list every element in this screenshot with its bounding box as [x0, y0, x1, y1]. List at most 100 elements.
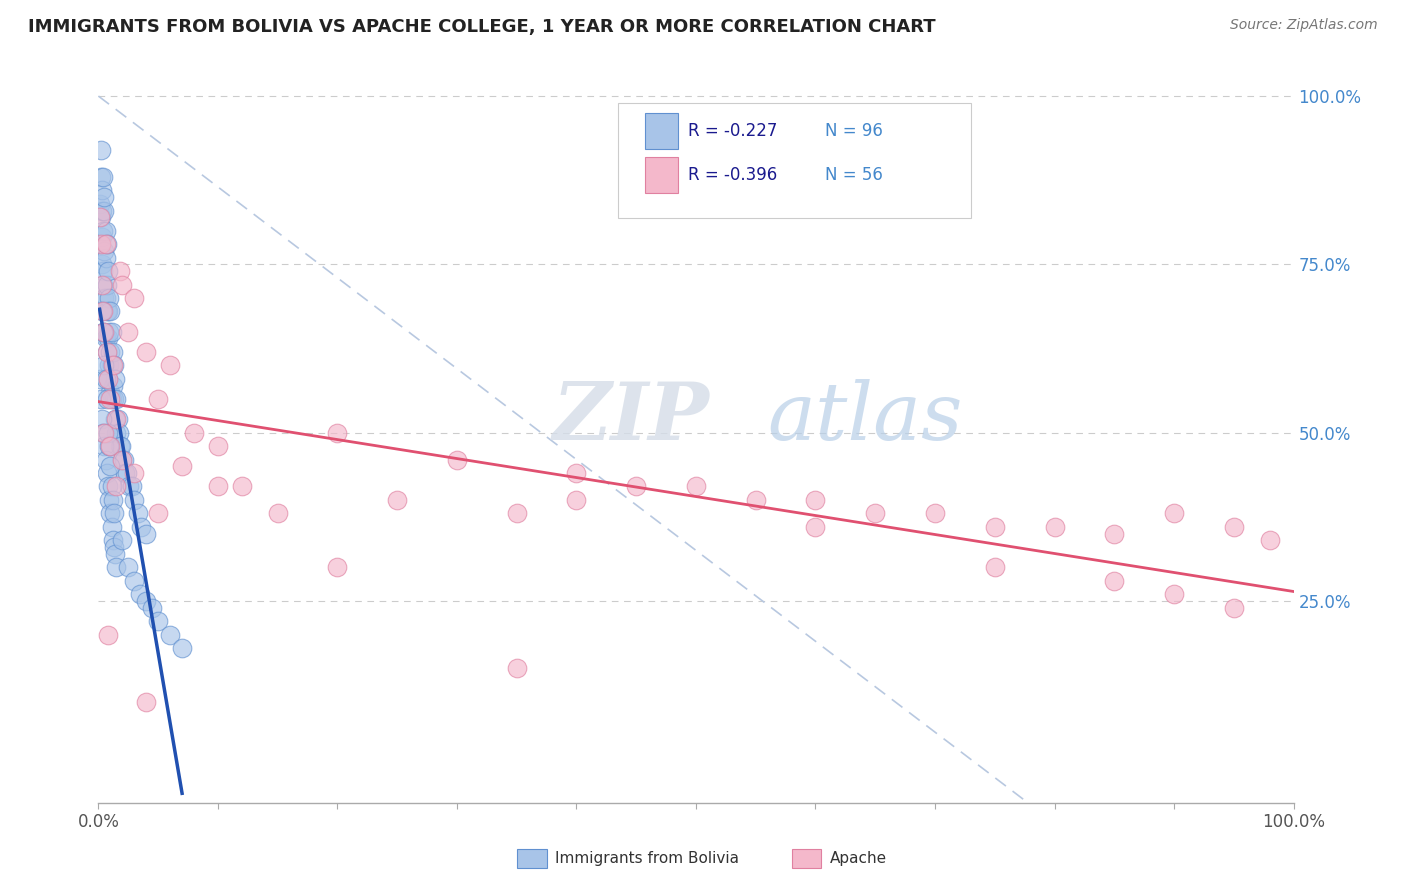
Point	[93, 190, 115, 204]
Point	[129, 587, 152, 601]
Point	[90, 237, 112, 252]
Point	[91, 264, 114, 278]
Point	[101, 378, 124, 392]
Point	[91, 325, 114, 339]
Point	[89, 372, 111, 386]
Point	[98, 359, 121, 373]
Point	[135, 526, 157, 541]
Point	[96, 344, 118, 359]
Point	[93, 359, 115, 373]
Text: ZIP: ZIP	[553, 379, 710, 457]
Point	[98, 507, 122, 521]
Point	[804, 492, 827, 507]
Point	[124, 492, 146, 507]
Point	[100, 520, 122, 534]
Text: atlas: atlas	[768, 379, 963, 457]
Point	[97, 331, 120, 345]
Point	[183, 425, 205, 440]
Point	[103, 392, 125, 406]
Point	[104, 547, 127, 561]
Point	[1043, 520, 1066, 534]
Point	[127, 507, 149, 521]
Point	[94, 251, 117, 265]
FancyBboxPatch shape	[619, 103, 972, 218]
Point	[91, 304, 114, 318]
Point	[94, 291, 117, 305]
Point	[107, 425, 129, 440]
Point	[96, 466, 118, 480]
Point	[103, 540, 125, 554]
Point	[98, 459, 122, 474]
Text: Apache: Apache	[830, 851, 887, 866]
Point	[1258, 533, 1281, 548]
Point	[91, 277, 114, 292]
Point	[1163, 507, 1185, 521]
Point	[1163, 587, 1185, 601]
Point	[114, 466, 136, 480]
Point	[1223, 520, 1246, 534]
Point	[93, 325, 115, 339]
Point	[93, 439, 115, 453]
Point	[172, 640, 194, 655]
Point	[745, 492, 768, 507]
Point	[90, 392, 112, 406]
Point	[111, 452, 134, 467]
Point	[91, 224, 114, 238]
Point	[91, 425, 114, 440]
Point	[91, 277, 114, 292]
Point	[89, 196, 111, 211]
Point	[104, 372, 127, 386]
Point	[91, 257, 114, 271]
Point	[91, 412, 114, 426]
Point	[96, 237, 118, 252]
Point	[98, 392, 122, 406]
Point	[121, 479, 143, 493]
Point	[93, 325, 115, 339]
Point	[94, 452, 117, 467]
Point	[565, 492, 588, 507]
Point	[101, 344, 124, 359]
Point	[98, 385, 122, 400]
Point	[91, 169, 114, 184]
Point	[685, 479, 707, 493]
Point	[131, 520, 153, 534]
Point	[100, 392, 122, 406]
Text: N = 56: N = 56	[825, 166, 883, 184]
Point	[326, 560, 349, 574]
Point	[96, 304, 118, 318]
Point	[326, 425, 349, 440]
Point	[89, 237, 111, 252]
Point	[148, 614, 170, 628]
Point	[108, 439, 131, 453]
Point	[924, 507, 946, 521]
Point	[865, 507, 887, 521]
Point	[103, 507, 125, 521]
Point	[1104, 526, 1126, 541]
Point	[207, 439, 229, 453]
Point	[93, 244, 115, 258]
Point	[98, 325, 121, 339]
Point	[115, 466, 138, 480]
Point	[112, 452, 135, 467]
Point	[117, 560, 139, 574]
Point	[105, 412, 128, 426]
Point	[148, 392, 170, 406]
Point	[97, 304, 120, 318]
Point	[124, 574, 146, 588]
Point	[98, 439, 121, 453]
Point	[97, 264, 120, 278]
FancyBboxPatch shape	[644, 157, 678, 193]
Point	[97, 372, 120, 386]
Point	[94, 331, 117, 345]
Point	[135, 344, 157, 359]
Point	[91, 203, 114, 218]
Point	[94, 224, 117, 238]
Text: Source: ZipAtlas.com: Source: ZipAtlas.com	[1230, 18, 1378, 32]
Point	[91, 304, 114, 318]
Point	[105, 392, 128, 406]
Point	[159, 359, 181, 373]
Point	[100, 325, 122, 339]
Point	[98, 492, 121, 507]
Text: Immigrants from Bolivia: Immigrants from Bolivia	[555, 851, 740, 866]
Point	[98, 304, 122, 318]
